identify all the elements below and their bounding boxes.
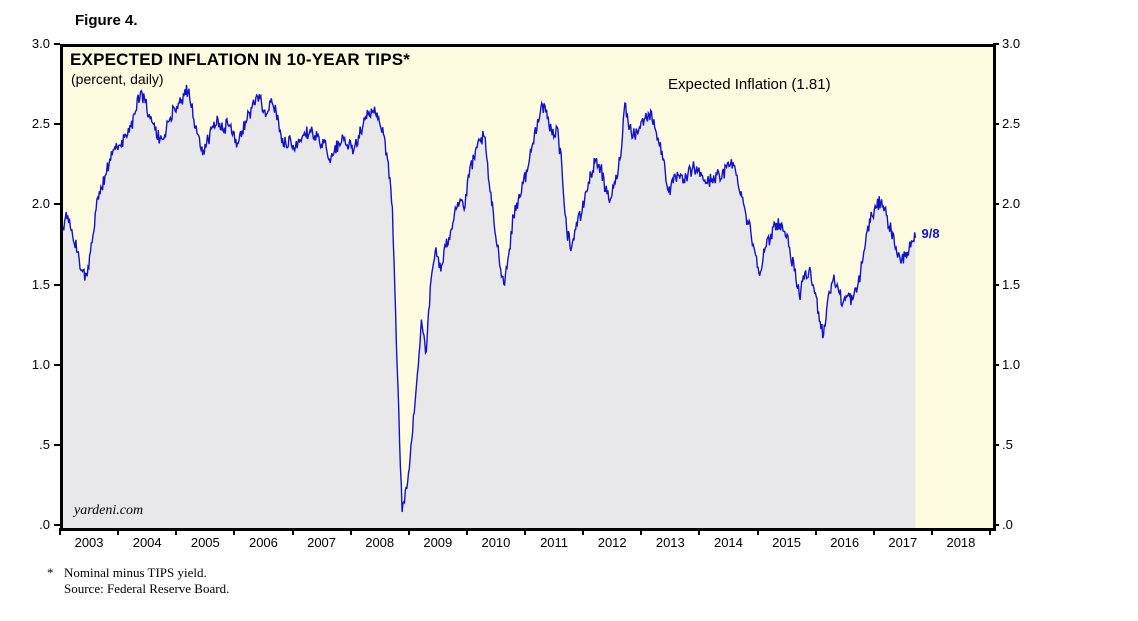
x-axis-tick <box>117 528 120 535</box>
x-axis-tick <box>407 528 410 535</box>
x-axis-tick <box>930 528 933 535</box>
chart-frame <box>60 44 996 531</box>
x-axis-year-label: 2010 <box>481 535 511 550</box>
x-axis-year-label: 2005 <box>190 535 220 550</box>
y-axis-left-label: 2.5 <box>31 116 50 132</box>
x-axis-tick <box>349 528 352 535</box>
x-axis-year-label: 2008 <box>365 535 395 550</box>
x-axis-year-label: 2012 <box>597 535 627 550</box>
footnote-line1: Nominal minus TIPS yield. <box>64 565 207 580</box>
y-axis-right-label: 1.0 <box>1002 356 1021 372</box>
y-axis-left-tick <box>54 363 60 366</box>
y-axis-right-label: 2.5 <box>1002 116 1021 132</box>
x-axis-tick <box>524 528 526 535</box>
x-axis-year-label: 2011 <box>540 535 569 550</box>
x-axis-year-label: 2004 <box>132 535 162 550</box>
y-axis-left-tick <box>54 443 60 446</box>
x-axis-year-label: 2017 <box>888 535 918 550</box>
chart-plot-area <box>63 84 917 528</box>
watermark-yardeni: yardeni.com <box>74 503 144 518</box>
x-axis-tick <box>582 528 585 535</box>
x-axis-tick <box>233 528 236 535</box>
y-axis-left-tick <box>54 283 60 286</box>
footnote-line2: Source: Federal Reserve Board. <box>64 581 230 596</box>
last-point-date-label: 9/8 <box>921 225 940 241</box>
x-axis-year-label: 2014 <box>713 535 743 550</box>
y-axis-left-label: .0 <box>39 517 50 532</box>
footnote-asterisk: * <box>47 565 54 580</box>
y-axis-left-label: 2.0 <box>31 196 50 212</box>
y-axis-right-label: .0 <box>1002 517 1013 532</box>
y-axis-right-tick <box>993 283 999 286</box>
y-axis-left-label: .5 <box>39 436 50 452</box>
x-axis-tick <box>175 528 178 535</box>
y-axis-right-label: 2.0 <box>1002 196 1021 212</box>
x-axis-tick <box>59 528 61 535</box>
x-axis-year-label: 2015 <box>772 535 802 550</box>
x-axis-tick <box>698 528 701 535</box>
y-axis-right-tick <box>993 123 999 126</box>
x-axis-year-label: 2007 <box>307 535 337 550</box>
y-axis-right-label: .5 <box>1002 436 1013 452</box>
y-axis-right-tick <box>993 443 999 446</box>
y-axis-left-label: 1.5 <box>31 276 50 292</box>
y-axis-left-label: 1.0 <box>31 356 50 372</box>
x-axis-year-label: 2009 <box>423 535 453 550</box>
y-axis-right-tick <box>993 524 999 526</box>
x-axis-year-label: 2003 <box>74 535 104 550</box>
x-axis-tick <box>756 528 759 535</box>
y-axis-left-label: 3.0 <box>31 36 50 51</box>
y-axis-right-label: 3.0 <box>1002 36 1021 51</box>
x-axis-year-label: 2018 <box>946 535 976 550</box>
y-axis-left-tick <box>54 43 60 45</box>
x-axis-tick <box>989 528 991 535</box>
x-axis-tick <box>291 528 294 535</box>
expected-inflation-line <box>63 84 917 513</box>
x-axis-tick <box>814 528 817 535</box>
x-axis-tick <box>872 528 875 535</box>
chart-subtitle: (percent, daily) <box>71 71 164 87</box>
x-axis-tick <box>640 528 643 535</box>
series-area-fill <box>63 84 916 528</box>
y-axis-left-tick <box>54 123 60 126</box>
y-axis-right-label: 1.5 <box>1002 276 1021 292</box>
x-axis-year-label: 2013 <box>655 535 685 550</box>
y-axis-left-tick <box>54 524 60 526</box>
y-axis-right-tick <box>993 363 999 366</box>
y-axis-right-tick <box>993 43 999 45</box>
x-axis-year-label: 2016 <box>830 535 860 550</box>
y-axis-left-tick <box>54 203 60 206</box>
x-axis-tick <box>465 528 468 535</box>
chart-title: EXPECTED INFLATION IN 10-YEAR TIPS* <box>70 50 411 69</box>
x-axis-year-label: 2006 <box>248 535 278 550</box>
figure-caption: Figure 4. <box>75 12 138 29</box>
series-label: Expected Inflation (1.81) <box>668 76 831 93</box>
y-axis-right-tick <box>993 203 999 206</box>
